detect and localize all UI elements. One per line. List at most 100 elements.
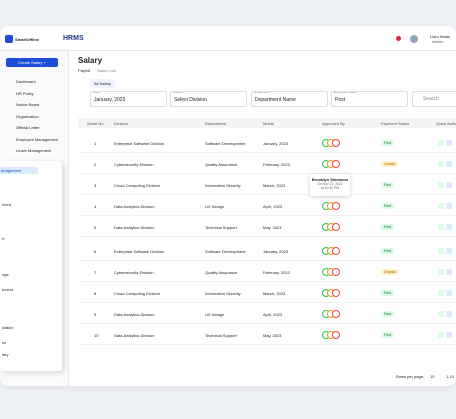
refresh-action[interactable]: [446, 290, 452, 296]
cell: 3: [94, 183, 97, 188]
filter-label: Division: [173, 90, 184, 94]
approve-action[interactable]: [438, 290, 444, 296]
cell: Technical Support: [205, 333, 237, 338]
create-button[interactable]: Create Salary +: [6, 58, 58, 67]
cell: April, 2023: [263, 204, 283, 209]
row-divider: [78, 323, 456, 324]
refresh-action[interactable]: [446, 224, 452, 230]
menu-item[interactable]: rt: [2, 236, 5, 241]
menu-item[interactable]: hment: [2, 287, 14, 292]
menu-item[interactable]: Official Letter: [16, 125, 40, 130]
cell: Cloud Computing Division: [114, 183, 161, 188]
filter[interactable]: Department Department Name: [251, 90, 328, 107]
refresh-action[interactable]: [446, 161, 452, 167]
menu-item[interactable]: Leave Management: [16, 148, 52, 153]
row-divider: [78, 260, 456, 261]
approve-action[interactable]: [438, 269, 444, 275]
tab[interactable]: All Salary: [90, 79, 115, 88]
approve-action[interactable]: [438, 224, 444, 230]
refresh-action[interactable]: [446, 311, 452, 317]
approver-avatar: [332, 310, 340, 318]
refresh-action[interactable]: [446, 269, 452, 275]
tooltip: Brooklyn Simmons On Nov 21, 2022 at 10:3…: [310, 174, 350, 196]
payment-status: Paid: [381, 311, 395, 317]
cell: 2: [94, 162, 97, 167]
cell: Software Development: [205, 141, 246, 146]
payment-status: Paid: [381, 290, 395, 296]
column-header: Approved By: [322, 121, 345, 126]
menu-item[interactable]: Dashboard: [16, 79, 36, 84]
row-divider: [78, 236, 456, 237]
payment-status: Unpaid: [381, 269, 399, 275]
payment-status: Paid: [381, 224, 395, 230]
menu-item[interactable]: ization: [2, 325, 14, 330]
approve-action[interactable]: [438, 161, 444, 167]
refresh-action[interactable]: [446, 248, 452, 254]
refresh-action[interactable]: [446, 332, 452, 338]
refresh-action[interactable]: [446, 182, 452, 188]
cell: 5: [94, 225, 97, 230]
menu-item[interactable]: ce: [2, 340, 7, 345]
filter-value: January, 2023: [94, 97, 126, 103]
menu-item[interactable]: nge: [2, 272, 9, 277]
notification[interactable]: [396, 36, 401, 41]
cell: February, 2023: [263, 162, 290, 167]
breadcrumb[interactable]: Salary List: [97, 68, 116, 73]
cell: 4: [94, 204, 97, 209]
menu-item[interactable]: Employee Management: [16, 136, 59, 142]
cell: February, 2023: [263, 270, 290, 275]
payment-status: Unpaid: [381, 161, 399, 167]
menu-item[interactable]: HR Policy: [16, 90, 34, 96]
row-divider: [78, 173, 456, 174]
payment-status: Paid: [381, 332, 395, 338]
range: 1-10: [446, 374, 455, 379]
cell: Data Analytics Division: [114, 204, 155, 209]
cell: Cybersecurity Division: [114, 270, 154, 275]
cell: 10: [94, 333, 99, 338]
approve-action[interactable]: [438, 332, 444, 338]
approve-action[interactable]: [438, 248, 444, 254]
cell: Data Analytics Division: [114, 333, 155, 338]
filter[interactable]: Employee Status Post: [331, 90, 408, 107]
approver-avatar: [332, 139, 340, 147]
cell: Quality Assurance: [205, 162, 238, 167]
search[interactable]: Search: [412, 91, 456, 107]
column-header: Serial No.: [87, 121, 105, 126]
filter[interactable]: Division Select Division: [170, 90, 247, 107]
cell: January, 2023: [263, 141, 289, 146]
refresh-action[interactable]: [446, 203, 452, 209]
rows-label: Rows per page:: [396, 374, 425, 379]
cell: Information Security: [205, 183, 241, 188]
approve-action[interactable]: [438, 140, 444, 146]
cell: 9: [94, 312, 97, 317]
rows-select[interactable]: 10: [430, 374, 435, 379]
approve-action[interactable]: [438, 182, 444, 188]
cell: 8: [94, 291, 97, 296]
breadcrumb[interactable]: Payroll: [78, 68, 91, 73]
approve-action[interactable]: [438, 203, 444, 209]
menu-item[interactable]: anagement: [0, 167, 38, 174]
cell: May, 2023: [263, 225, 282, 230]
approve-action[interactable]: [438, 311, 444, 317]
app-window: SmartOffline HRMS Liam Nolan Admin Creat…: [0, 26, 456, 386]
menu-item[interactable]: ment: [2, 202, 11, 207]
row-divider: [78, 302, 456, 303]
cell: Technical Support: [205, 225, 237, 230]
filter-value: Department Name: [255, 97, 296, 103]
user-role: Admin: [432, 39, 444, 44]
cell: 1: [94, 141, 97, 146]
menu-item[interactable]: lary: [2, 352, 9, 357]
menu-item[interactable]: Organization: [16, 113, 39, 119]
tooltip-date: On Nov 21, 2022: [317, 182, 343, 186]
refresh-action[interactable]: [446, 140, 452, 146]
cell: 6: [94, 249, 97, 254]
cell: Enterprise Software Division: [114, 249, 165, 254]
filter[interactable]: Date January, 2023: [90, 90, 167, 107]
column-header: Quick Action: [436, 121, 456, 126]
menu-item[interactable]: Notice Board: [16, 102, 40, 107]
payment-status: Paid: [381, 248, 395, 254]
tooltip-time: at 10:30 PM: [320, 186, 340, 190]
cell: March, 2023: [263, 183, 286, 188]
avatar[interactable]: [410, 35, 418, 43]
